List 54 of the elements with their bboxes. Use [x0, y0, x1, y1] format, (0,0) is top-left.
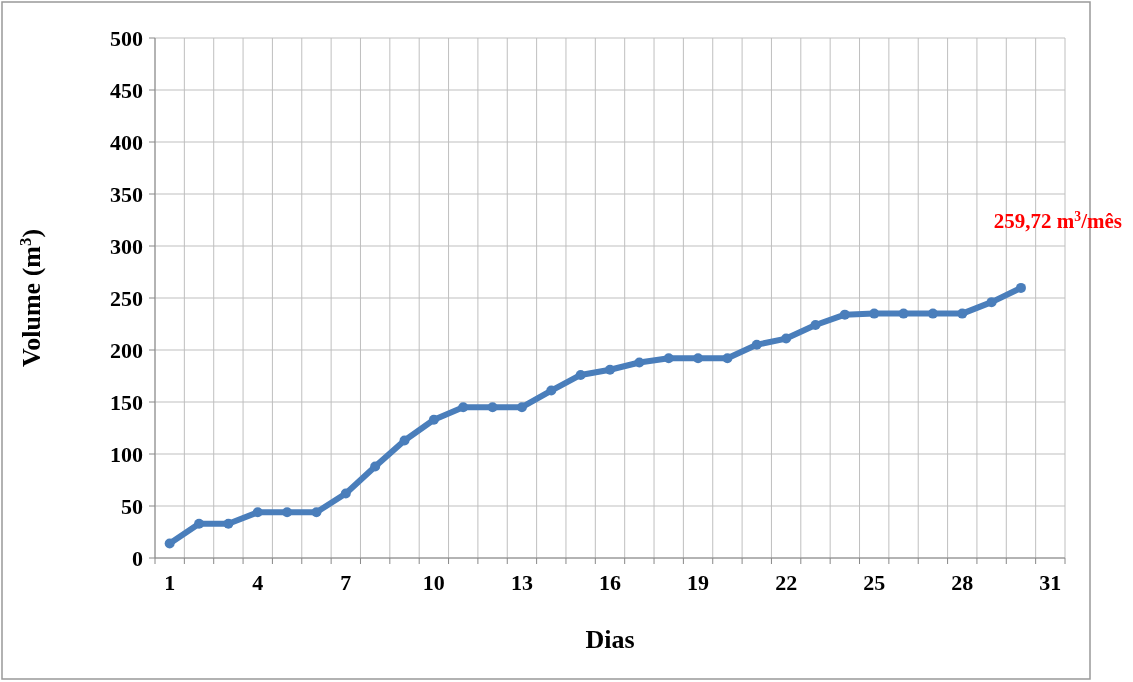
point: [399, 435, 410, 446]
x-tick-label: 10: [422, 570, 445, 595]
x-tick-label: 13: [510, 570, 533, 595]
y-tick-label: 400: [110, 129, 143, 155]
x-tick-label: 1: [164, 570, 176, 595]
y-tick-label: 500: [110, 25, 143, 51]
point: [693, 353, 704, 364]
y-tick-label: 100: [110, 441, 143, 467]
point: [781, 333, 792, 344]
point: [898, 308, 909, 319]
annotation: 259,72 m$^{3}$/mês: [993, 208, 1122, 233]
y-tick-label: 150: [110, 389, 143, 415]
x-tick-label: 4: [252, 570, 264, 595]
y-tick-label: 0: [132, 545, 143, 571]
point: [252, 507, 263, 518]
point: [634, 357, 645, 368]
x-tick-label: 22: [775, 570, 798, 595]
point: [927, 308, 938, 319]
point: [810, 320, 821, 331]
point: [869, 308, 880, 319]
point: [605, 364, 615, 375]
point: [957, 308, 968, 319]
point: [839, 309, 850, 320]
point: [458, 402, 469, 413]
x-tick-label: 7: [340, 570, 352, 595]
point: [340, 488, 351, 499]
point: [663, 353, 674, 364]
point: [194, 518, 205, 529]
y-tick-label: 450: [110, 77, 143, 103]
x-tick-label: 16: [599, 570, 621, 595]
x-tick-label: 19: [687, 570, 710, 595]
y-tick-label: 250: [110, 285, 143, 311]
point: [487, 402, 498, 413]
point: [575, 369, 586, 380]
point: [1015, 282, 1026, 293]
point: [428, 414, 439, 425]
x-axis-title: Dias: [585, 625, 635, 654]
point: [546, 385, 557, 396]
y-tick-label: 350: [110, 181, 143, 207]
y-tick-label: 50: [121, 493, 143, 519]
point: [722, 353, 733, 364]
point: [751, 339, 762, 350]
point: [164, 538, 175, 549]
point: [370, 461, 381, 472]
x-tick-label: 25: [863, 570, 886, 595]
point: [516, 402, 527, 413]
point: [311, 507, 322, 518]
x-tick-label: 31: [1039, 570, 1062, 595]
point: [282, 507, 293, 518]
y-tick-label: 300: [110, 233, 143, 259]
y-tick-label: 200: [110, 337, 143, 363]
x-tick-label: 28: [951, 570, 974, 595]
point: [223, 518, 234, 529]
point: [986, 297, 997, 308]
